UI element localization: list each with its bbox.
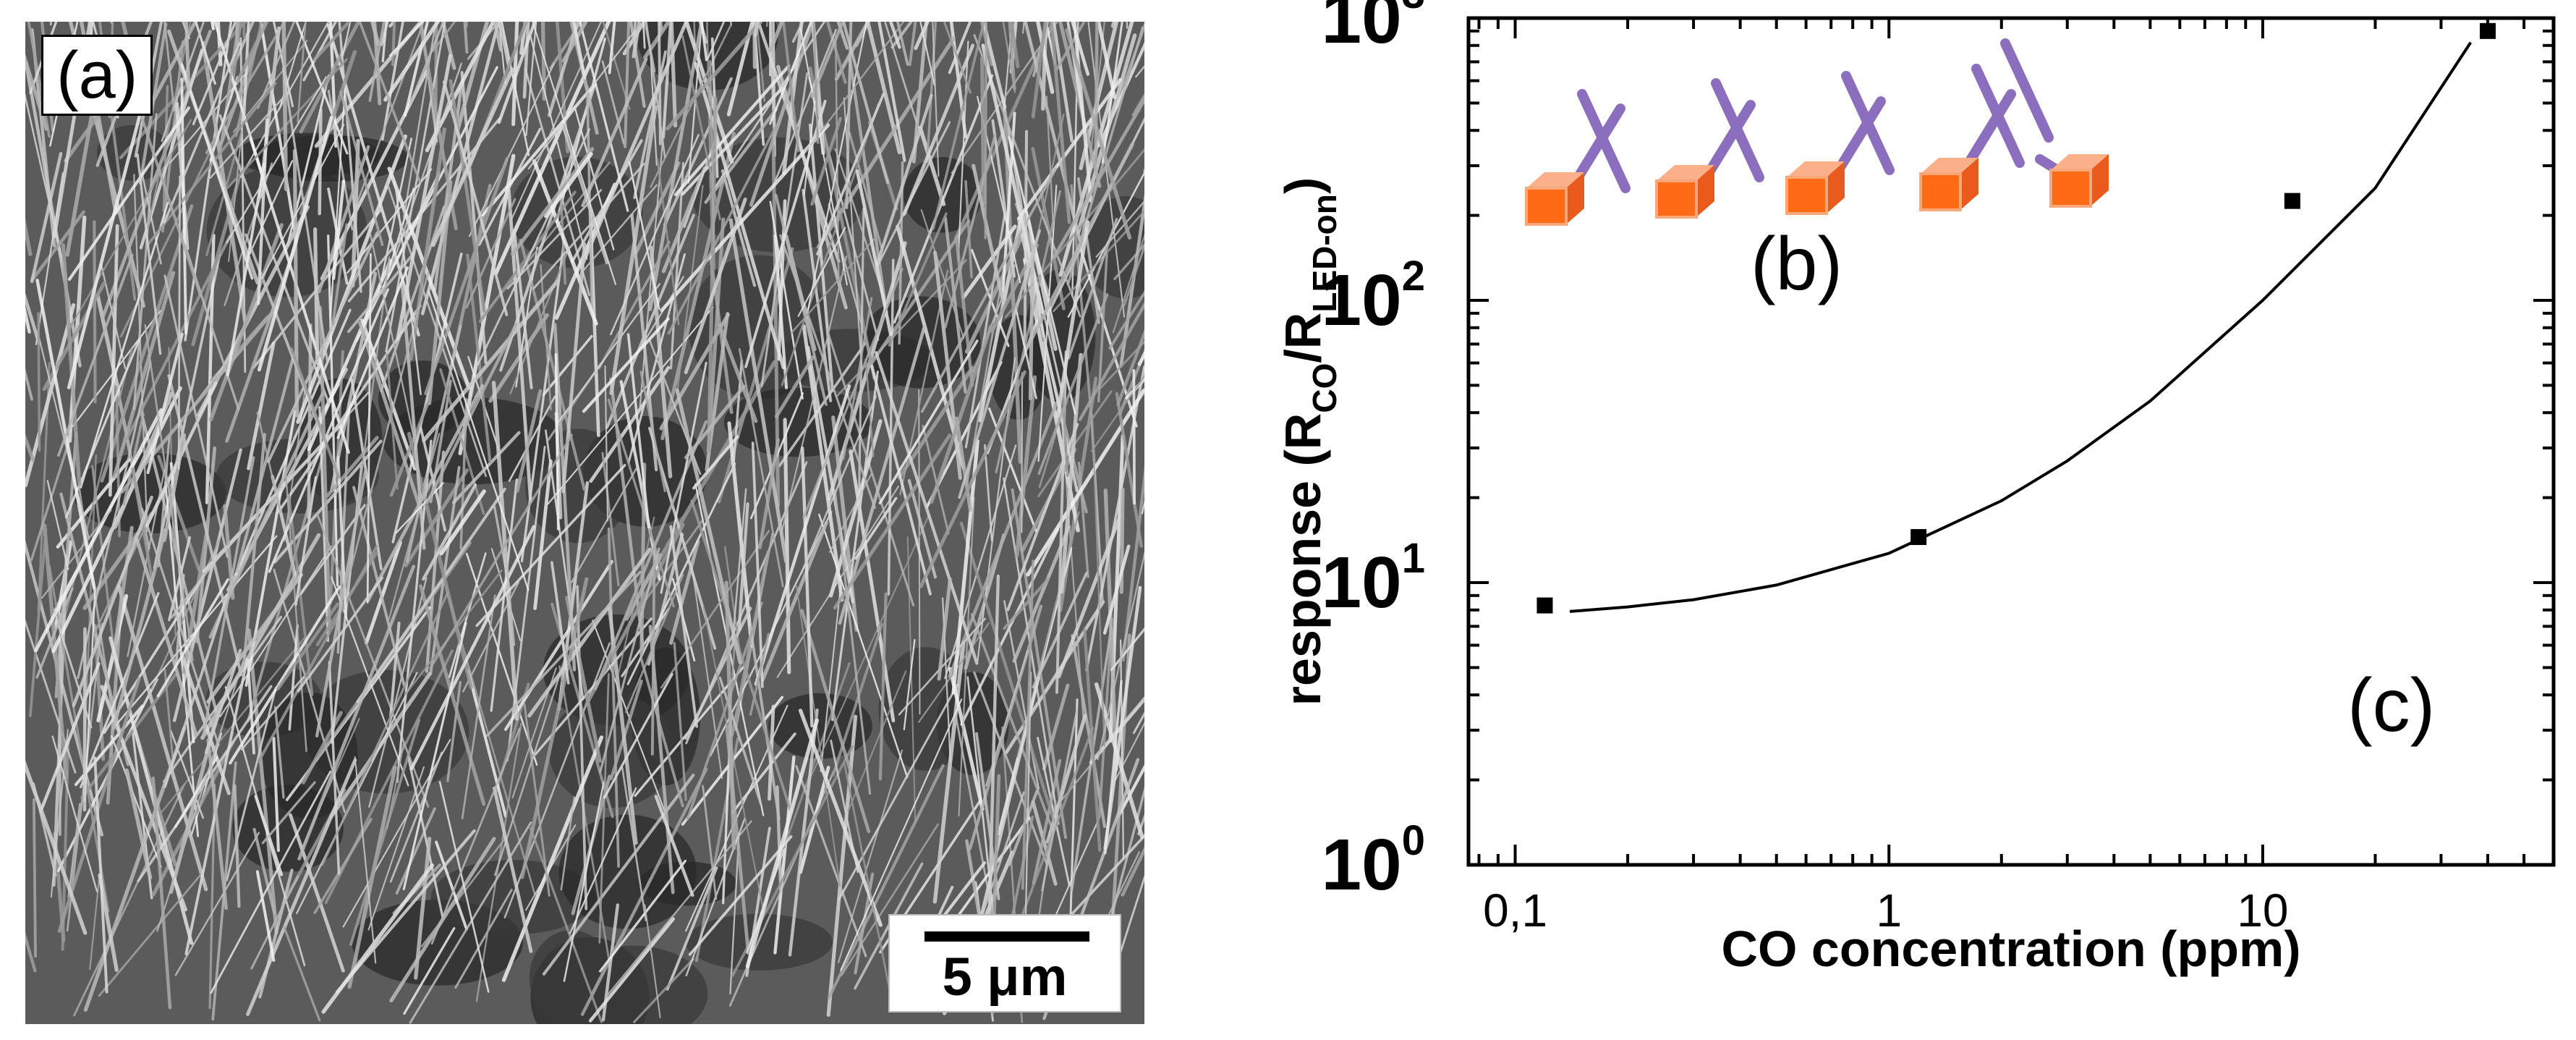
data-point bbox=[1910, 529, 1927, 546]
substrate-cube bbox=[1655, 165, 1714, 219]
y-axis-title-mid: /R bbox=[1275, 313, 1331, 363]
nanowire-texture bbox=[25, 22, 1144, 1024]
axis-ticks bbox=[1468, 17, 2555, 866]
data-points bbox=[1536, 22, 2496, 614]
fit-curve bbox=[1569, 41, 2473, 613]
panel-a-label: (a) bbox=[41, 35, 153, 116]
y-axis-title-sub-co: CO bbox=[1306, 363, 1343, 413]
sem-micrograph: (a) 5 μm bbox=[25, 22, 1144, 1024]
scale-bar-label: 5 μm bbox=[942, 947, 1068, 1007]
substrate-cube bbox=[1785, 161, 1845, 215]
scale-bar: 5 μm bbox=[888, 914, 1121, 1012]
y-tick-label: 101 bbox=[1322, 535, 1426, 623]
axis-tick-labels: 0,1 1 10 100 101 102 103 bbox=[1322, 0, 2289, 937]
substrate-cube bbox=[1525, 172, 1584, 226]
panel-b-label: (b) bbox=[1751, 222, 1842, 306]
nanowire-schematic bbox=[1525, 38, 2109, 226]
y-tick-label: 102 bbox=[1322, 253, 1426, 341]
x-tick-label: 10 bbox=[2237, 884, 2288, 937]
substrate-cube bbox=[1919, 158, 1978, 211]
y-tick-label: 103 bbox=[1322, 0, 1426, 59]
x-tick-label: 1 bbox=[1876, 884, 1902, 937]
data-point bbox=[1536, 597, 1553, 614]
y-axis-title: response (RCO/RLED-on) bbox=[1275, 177, 1343, 706]
x-tick-label: 0,1 bbox=[1483, 884, 1547, 937]
plot-frame bbox=[1466, 16, 2556, 867]
y-axis-title-sub-led: LED-on bbox=[1306, 194, 1343, 313]
y-axis-title-suffix: ) bbox=[1275, 177, 1331, 194]
substrate-cube bbox=[2049, 154, 2109, 208]
x-axis-title: CO concentration (ppm) bbox=[1721, 921, 2300, 977]
panel-c-label: (c) bbox=[2347, 664, 2435, 748]
scale-bar-line bbox=[924, 931, 1089, 942]
data-point bbox=[2480, 22, 2496, 39]
data-point bbox=[2284, 193, 2300, 209]
y-axis-title-prefix: response (R bbox=[1275, 413, 1331, 706]
y-tick-label: 100 bbox=[1322, 817, 1426, 905]
